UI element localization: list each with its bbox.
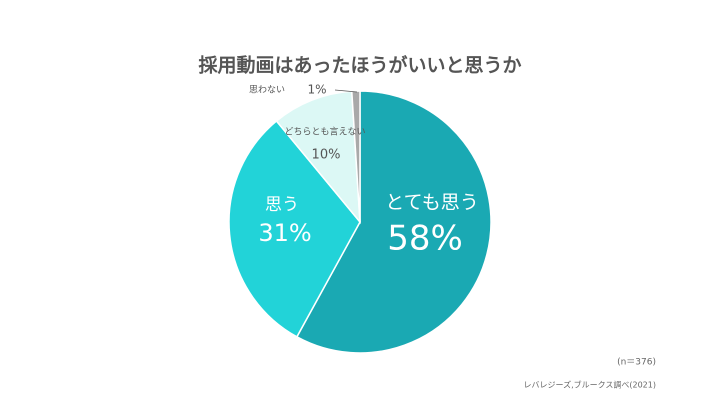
slice-label: どちらとも言えない [284, 126, 365, 138]
chart-title: 採用動画はあったほうがいいと思うか [198, 54, 521, 77]
value-label: 10% [312, 148, 341, 163]
source-note: レバレジーズ,ブルークス調べ(2021) [523, 380, 656, 390]
slice-label: とても思う [385, 192, 478, 214]
leader-line [334, 89, 358, 93]
slice-label: 思う [265, 195, 299, 215]
pie-slice [295, 90, 492, 354]
value-label: 1% [307, 83, 326, 97]
value-label: 31% [258, 219, 311, 247]
sample-note: (n＝376) [617, 358, 656, 368]
slice-label: 思わない [249, 85, 285, 96]
value-label: 58% [387, 219, 463, 259]
pie-slice [228, 120, 361, 338]
